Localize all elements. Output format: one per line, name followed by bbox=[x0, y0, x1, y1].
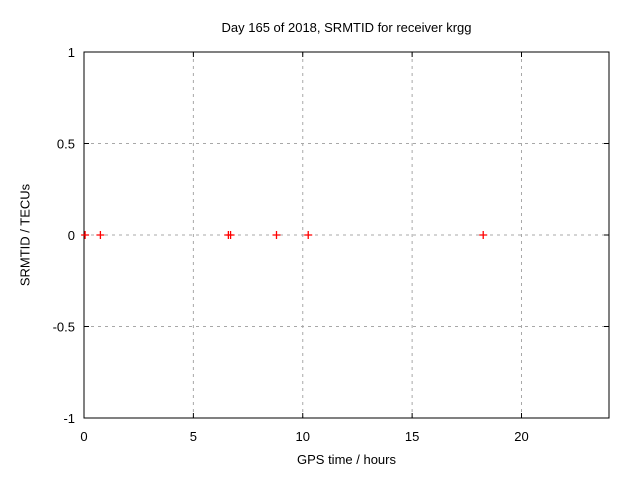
data-point-marker bbox=[226, 231, 235, 239]
x-tick-label: 15 bbox=[405, 429, 419, 444]
y-tick-label: 0.5 bbox=[57, 137, 75, 152]
y-tick-label: -0.5 bbox=[53, 320, 75, 335]
grid-lines bbox=[84, 52, 609, 418]
chart-title: Day 165 of 2018, SRMTID for receiver krg… bbox=[221, 20, 472, 35]
y-tick-label: -1 bbox=[63, 411, 75, 426]
x-tick-label: 0 bbox=[80, 429, 87, 444]
tick-marks bbox=[83, 51, 609, 419]
x-tick-label: 20 bbox=[514, 429, 528, 444]
data-series bbox=[81, 231, 488, 239]
data-point-marker bbox=[479, 231, 488, 239]
x-axis-label: GPS time / hours bbox=[297, 452, 396, 467]
y-tick-label: 0 bbox=[68, 228, 75, 243]
x-tick-label: 5 bbox=[190, 429, 197, 444]
data-point-marker bbox=[81, 231, 90, 239]
tick-labels: 0 5 10 15 20 1 0.5 0 -0.5 -1 bbox=[53, 45, 529, 444]
x-tick-label: 10 bbox=[296, 429, 310, 444]
data-point-marker bbox=[304, 231, 313, 239]
y-tick-label: 1 bbox=[68, 45, 75, 60]
data-point-marker bbox=[96, 231, 105, 239]
y-axis-label: SRMTID / TECUs bbox=[17, 183, 33, 287]
data-point-marker bbox=[272, 231, 281, 239]
